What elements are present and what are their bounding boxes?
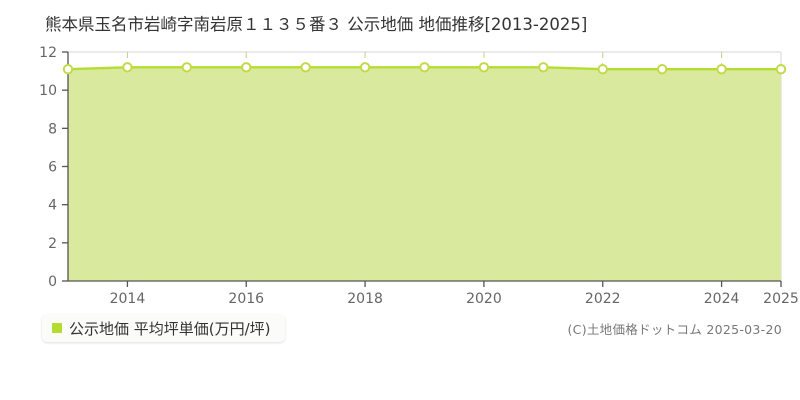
data-point-marker [62, 63, 74, 75]
data-point-marker [775, 63, 787, 75]
data-point-marker [241, 62, 252, 73]
y-axis-tick-label: 0 [48, 274, 57, 290]
data-point-marker [597, 63, 608, 75]
axes [62, 51, 782, 287]
data-point-marker [359, 62, 371, 73]
y-axis-tick-label: 10 [39, 83, 57, 99]
data-point-marker [538, 62, 549, 73]
y-axis-tick-label: 6 [48, 160, 57, 176]
y-axis-tick-label: 2 [48, 236, 57, 252]
y-axis-tick-label: 12 [39, 45, 57, 61]
x-axis-tick-label: 2024 [704, 291, 740, 307]
y-axis-tick-label: 4 [48, 198, 57, 214]
area-series [68, 67, 781, 282]
credit-text: (C)土地価格ドットコム 2025-03-20 [567, 322, 782, 337]
x-axis-tick-label: 2014 [110, 291, 146, 307]
x-axis-tick-label: 2022 [585, 291, 621, 307]
legend-label: 公示地価 平均坪単価(万円/坪) [69, 319, 271, 338]
y-axis-tick-labels: 0 2 4 6 8 10 12 [39, 45, 57, 290]
y-axis-tick-label: 8 [48, 121, 57, 137]
chart-legend[interactable]: 公示地価 平均坪単価(万円/坪) [42, 314, 285, 342]
data-point-markers [62, 62, 787, 75]
x-axis-tick-label: 2016 [228, 291, 264, 307]
x-axis-tick-label: 2020 [466, 291, 502, 307]
data-point-marker [419, 62, 430, 73]
legend-swatch-icon [52, 323, 62, 333]
x-axis-tick-labels: 2014 2016 2018 2020 2022 2024 2025 [110, 291, 799, 307]
data-point-marker [122, 62, 133, 73]
x-axis-tick-label: 2025 [763, 291, 799, 307]
data-point-marker [181, 62, 193, 73]
chart-plot-area: 0 2 4 6 8 10 12 2014 2016 2018 2020 2022 2024 2025 [39, 45, 799, 307]
x-axis-tick-label: 2018 [347, 291, 383, 307]
data-point-marker [656, 63, 668, 75]
data-point-marker [300, 62, 311, 73]
chart-title: 熊本県玉名市岩崎字南岩原１１３５番３ 公示地価 地価推移[2013-2025] [45, 15, 588, 34]
data-point-marker [478, 62, 490, 73]
data-point-marker [716, 63, 727, 75]
area-fill [68, 67, 781, 282]
